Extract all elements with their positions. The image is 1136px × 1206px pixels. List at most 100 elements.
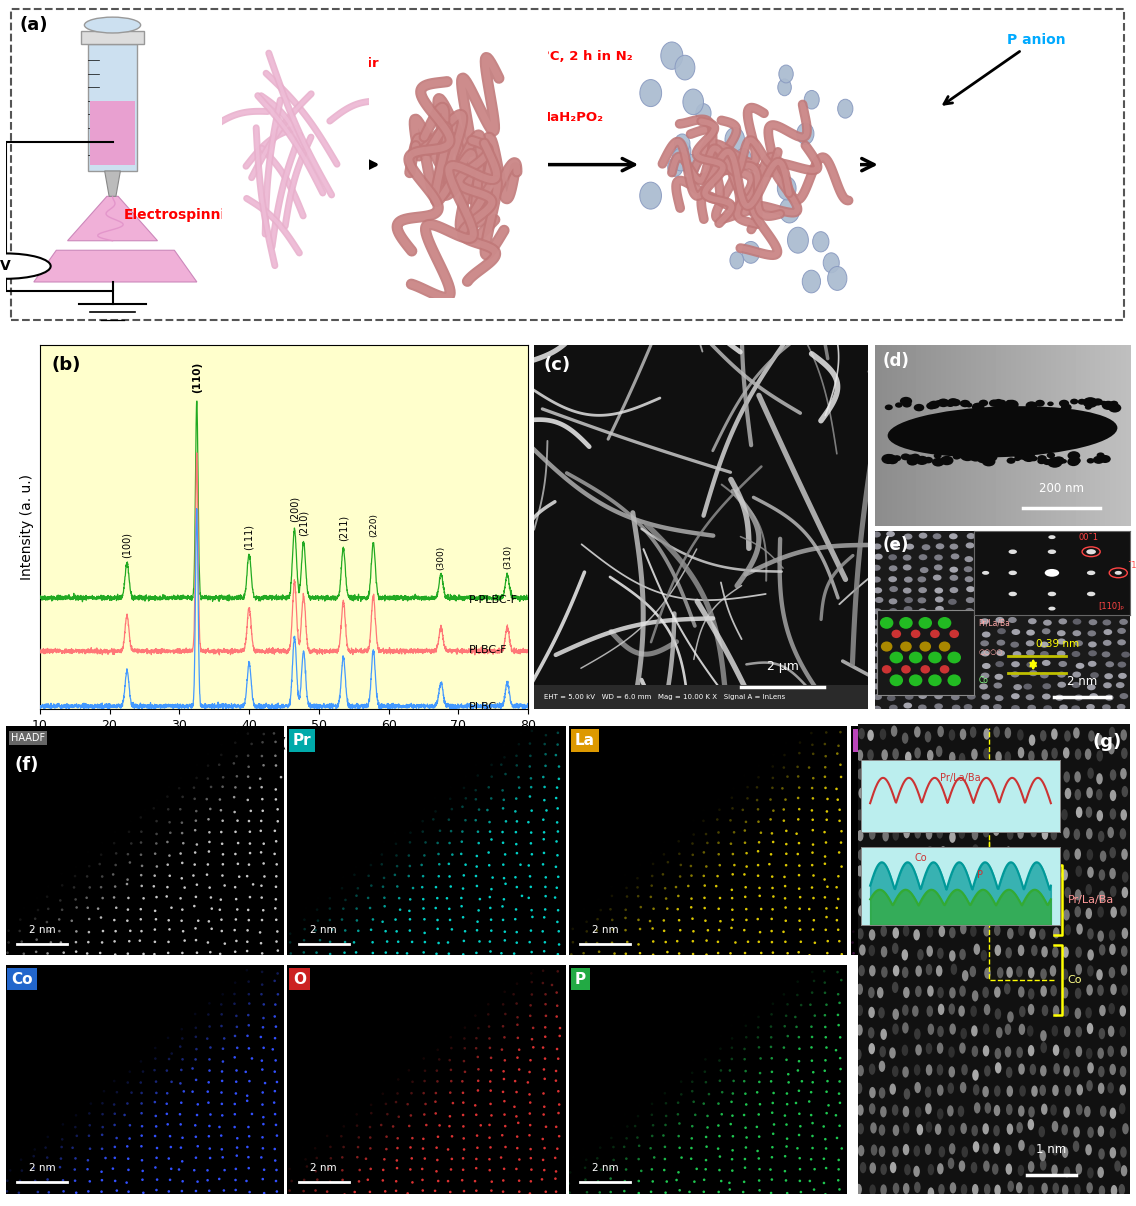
Point (1059, 901, 1077, 920)
Point (481, 1017, 499, 1036)
Text: Co: Co (1068, 974, 1083, 985)
Point (443, 1017, 461, 1036)
Point (187, 1106, 206, 1125)
Circle shape (900, 617, 912, 628)
Point (978, 932, 996, 952)
Point (722, 1049, 741, 1069)
Point (546, 857, 565, 877)
Circle shape (959, 1042, 966, 1054)
Point (778, 1084, 796, 1103)
Point (266, 995, 284, 1014)
Point (830, 1093, 849, 1112)
Point (587, 920, 605, 939)
Circle shape (949, 628, 958, 634)
Point (68, 1126, 86, 1146)
Circle shape (928, 1164, 934, 1175)
Point (377, 943, 395, 962)
Point (1005, 779, 1024, 798)
Point (980, 944, 999, 964)
Point (252, 778, 270, 797)
Point (240, 1148, 258, 1167)
Point (241, 1071, 259, 1090)
Point (657, 1116, 675, 1135)
Point (1086, 789, 1104, 808)
Point (454, 866, 473, 885)
Point (830, 1072, 849, 1091)
Circle shape (1029, 904, 1035, 917)
Point (469, 822, 487, 842)
Point (805, 971, 824, 990)
Circle shape (994, 1105, 1000, 1116)
Point (494, 1061, 512, 1081)
Point (1058, 780, 1076, 800)
Circle shape (1009, 592, 1017, 596)
Point (481, 888, 499, 907)
Circle shape (1072, 1141, 1079, 1152)
Point (172, 1138, 190, 1158)
Circle shape (1051, 1105, 1056, 1116)
Point (576, 1158, 594, 1177)
Circle shape (880, 1029, 887, 1040)
Point (283, 1171, 301, 1190)
Point (429, 1128, 448, 1147)
Point (563, 932, 582, 952)
Point (404, 878, 423, 897)
Point (346, 943, 365, 962)
Point (802, 1106, 820, 1125)
Point (671, 920, 690, 939)
Circle shape (1087, 570, 1095, 575)
Point (308, 1148, 326, 1167)
Point (616, 1171, 634, 1190)
Point (1020, 767, 1038, 786)
Point (332, 1126, 350, 1146)
Point (402, 1106, 420, 1125)
Point (123, 833, 141, 853)
Point (668, 1170, 686, 1189)
Circle shape (886, 531, 895, 537)
Point (321, 944, 340, 964)
Circle shape (1087, 608, 1095, 614)
Circle shape (1122, 1123, 1129, 1135)
Point (777, 821, 795, 841)
Circle shape (1117, 704, 1126, 710)
Circle shape (958, 1106, 964, 1117)
Circle shape (1049, 607, 1055, 610)
Point (577, 933, 595, 953)
Point (643, 1083, 661, 1102)
Point (534, 855, 552, 874)
Point (252, 876, 270, 895)
Ellipse shape (887, 406, 1118, 457)
Circle shape (1041, 651, 1049, 657)
Circle shape (984, 967, 991, 979)
Point (467, 1181, 485, 1200)
Point (1084, 812, 1102, 831)
Point (468, 912, 486, 931)
Point (105, 1095, 123, 1114)
Point (416, 924, 434, 943)
Circle shape (1097, 907, 1104, 918)
Point (441, 900, 459, 919)
Point (415, 1049, 433, 1069)
Point (173, 1093, 191, 1112)
Point (133, 1083, 151, 1102)
Point (1005, 878, 1024, 897)
Point (1101, 790, 1119, 809)
Circle shape (1018, 925, 1025, 936)
Circle shape (1039, 886, 1046, 897)
Circle shape (872, 673, 880, 679)
Point (763, 824, 782, 843)
Point (173, 854, 191, 873)
Point (266, 1082, 284, 1101)
Circle shape (1064, 788, 1071, 800)
Point (534, 921, 552, 941)
Point (737, 843, 755, 862)
Point (414, 1159, 432, 1178)
Point (762, 1170, 780, 1189)
Circle shape (868, 1007, 875, 1018)
Point (231, 867, 249, 886)
Point (722, 889, 741, 908)
Point (253, 1083, 272, 1102)
Point (27, 888, 45, 907)
Point (253, 747, 272, 766)
Point (722, 880, 741, 900)
